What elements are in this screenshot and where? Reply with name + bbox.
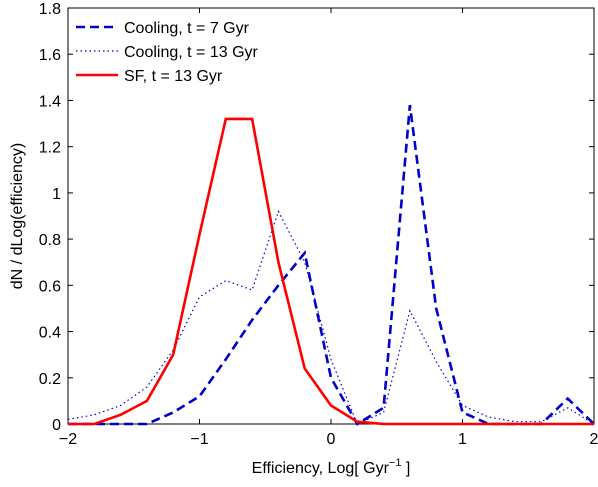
series-line-2 bbox=[68, 117, 594, 426]
y-axis-label: dN / dLog(efficiency) bbox=[9, 143, 26, 289]
x-tick-label: 2 bbox=[590, 431, 598, 448]
y-tick-label: 0 bbox=[52, 417, 61, 434]
legend-label-cooling-7: Cooling, t = 7 Gyr bbox=[124, 20, 250, 37]
axis-ticks: −2 −1 0 1 2 0 0.2 0.4 0.6 0.8 1 1.2 1.4 1.6 1.8 bbox=[39, 1, 598, 448]
x-axis-label: Efficiency, Log[ Gyr−1 ] bbox=[252, 457, 411, 477]
y-tick-label: 0.4 bbox=[39, 325, 61, 342]
legend: Cooling, t = 7 Gyr Cooling, t = 13 Gyr S… bbox=[76, 20, 259, 85]
y-tick-label: 1 bbox=[52, 186, 61, 203]
series-layer bbox=[67, 104, 595, 426]
legend-label-sf-13: SF, t = 13 Gyr bbox=[124, 68, 223, 85]
y-tick-label: 1.2 bbox=[39, 140, 61, 157]
plot-area bbox=[67, 7, 595, 425]
x-tick-label: −2 bbox=[59, 431, 77, 448]
series-line-1 bbox=[67, 209, 595, 425]
x-tick-label: 0 bbox=[327, 431, 336, 448]
x-axis-label-sup: −1 bbox=[389, 457, 402, 469]
y-tick-label: 0.6 bbox=[39, 278, 61, 295]
x-axis-label-main: Efficiency, Log[ Gyr bbox=[252, 460, 390, 477]
legend-label-cooling-13: Cooling, t = 13 Gyr bbox=[124, 44, 259, 61]
x-tick-label: −1 bbox=[190, 431, 208, 448]
y-tick-label: 1.8 bbox=[39, 1, 61, 18]
y-tick-label: 1.6 bbox=[39, 47, 61, 64]
y-tick-label: 0.8 bbox=[39, 232, 61, 249]
y-tick-label: 1.4 bbox=[39, 93, 61, 110]
x-axis-label-end: ] bbox=[401, 460, 410, 477]
x-tick-label: 1 bbox=[458, 431, 467, 448]
y-tick-label: 0.2 bbox=[39, 371, 61, 388]
